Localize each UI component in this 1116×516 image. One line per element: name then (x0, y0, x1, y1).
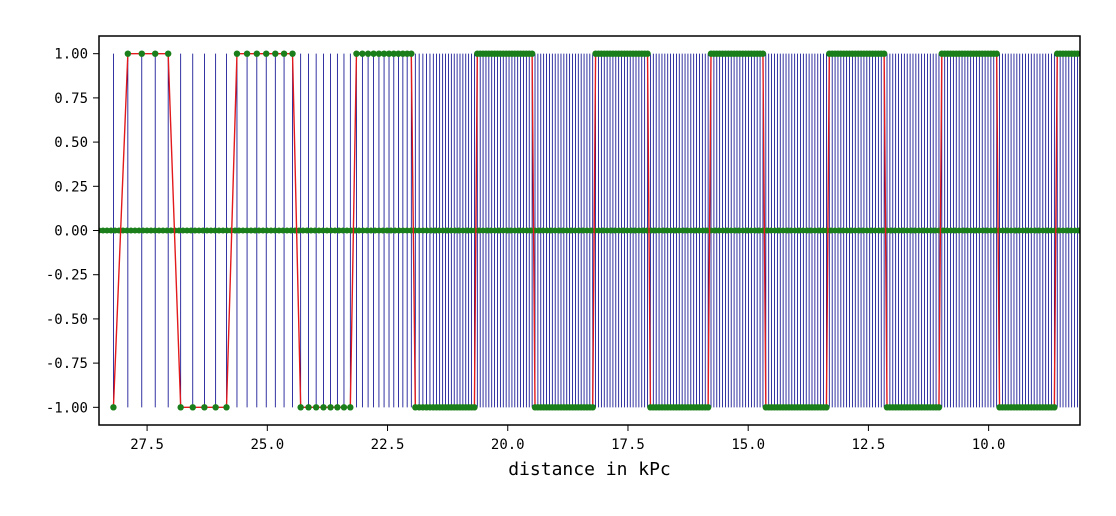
x-tick-label: 27.5 (130, 437, 164, 453)
signal-point-217 (935, 404, 943, 411)
signal-point-26 (359, 50, 366, 57)
signal-point-56 (471, 404, 478, 411)
signal-point-16 (289, 50, 296, 57)
signal-point-10 (233, 50, 241, 57)
signal-point-18 (305, 404, 312, 411)
signal-point-1 (124, 50, 132, 57)
y-tick-label: 1.00 (54, 47, 88, 63)
signal-point-5 (177, 404, 184, 411)
x-tick-label: 15.0 (731, 437, 765, 453)
signal-point-9 (223, 404, 230, 411)
x-tick-label: 20.0 (491, 437, 525, 453)
zero-marker-series (99, 227, 1080, 234)
signal-point-8 (212, 404, 219, 411)
signal-point-30 (380, 50, 388, 57)
signal-point-237 (993, 50, 1000, 57)
signal-point-265 (1074, 50, 1080, 57)
x-tick-label: 25.0 (250, 437, 284, 453)
signal-point-23 (340, 404, 348, 411)
signal-point-28 (370, 50, 377, 57)
signal-point-178 (823, 404, 830, 411)
x-tick-label: 10.0 (972, 437, 1006, 453)
signal-point-25 (353, 50, 360, 57)
x-axis-title: distance in kPc (508, 459, 671, 480)
signal-point-7 (201, 404, 208, 411)
y-tick-label: 0.50 (54, 135, 88, 151)
zero-marker (1076, 227, 1080, 234)
y-tick-label: -0.50 (46, 312, 88, 328)
signal-marker-series (110, 50, 1080, 411)
signal-point-3 (152, 50, 159, 57)
signal-point-20 (320, 404, 327, 411)
x-axis-ticks: 27.5 25.0 22.5 20.0 17.5 15.0 12.5 10.0 (130, 425, 1005, 453)
y-tick-label: -0.25 (46, 268, 88, 284)
signal-point-17 (297, 404, 304, 411)
signal-point-4 (164, 50, 172, 57)
signal-point-0 (110, 404, 117, 411)
y-tick-label: 0.75 (54, 91, 88, 107)
x-tick-label: 22.5 (371, 437, 405, 453)
signal-point-2 (138, 50, 145, 57)
signal-point-14 (272, 50, 279, 57)
signal-point-21 (327, 404, 334, 411)
signal-point-156 (759, 50, 767, 57)
signal-point-116 (644, 50, 651, 57)
y-axis-ticks: 1.00 0.75 0.50 0.25 0.00 -0.25 -0.50 -0.75 -1.00 (46, 47, 99, 416)
signal-point-33 (395, 50, 402, 57)
y-tick-label: -1.00 (46, 400, 88, 416)
signal-point-12 (253, 50, 261, 57)
signal-point-22 (334, 404, 341, 411)
y-tick-label: 0.25 (54, 179, 88, 195)
signal-point-13 (263, 50, 270, 57)
x-tick-label: 17.5 (611, 437, 645, 453)
signal-point-137 (704, 404, 712, 411)
signal-point-198 (880, 50, 888, 57)
signal-point-32 (390, 50, 397, 57)
signal-point-36 (408, 50, 415, 57)
signal-point-97 (589, 404, 596, 411)
signal-point-31 (385, 50, 393, 57)
signal-point-24 (347, 404, 354, 411)
signal-point-6 (189, 404, 196, 411)
signal-point-27 (364, 50, 372, 57)
plot-content (99, 50, 1080, 411)
signal-point-257 (1051, 404, 1058, 411)
signal-point-29 (375, 50, 383, 57)
signal-point-15 (280, 50, 288, 57)
x-tick-label: 12.5 (852, 437, 886, 453)
y-tick-label: -0.75 (46, 356, 88, 372)
plot-area (99, 50, 1080, 411)
signal-point-11 (243, 50, 251, 57)
y-tick-label: 0.00 (54, 224, 88, 240)
signal-point-19 (312, 404, 320, 411)
signal-point-76 (528, 50, 536, 57)
